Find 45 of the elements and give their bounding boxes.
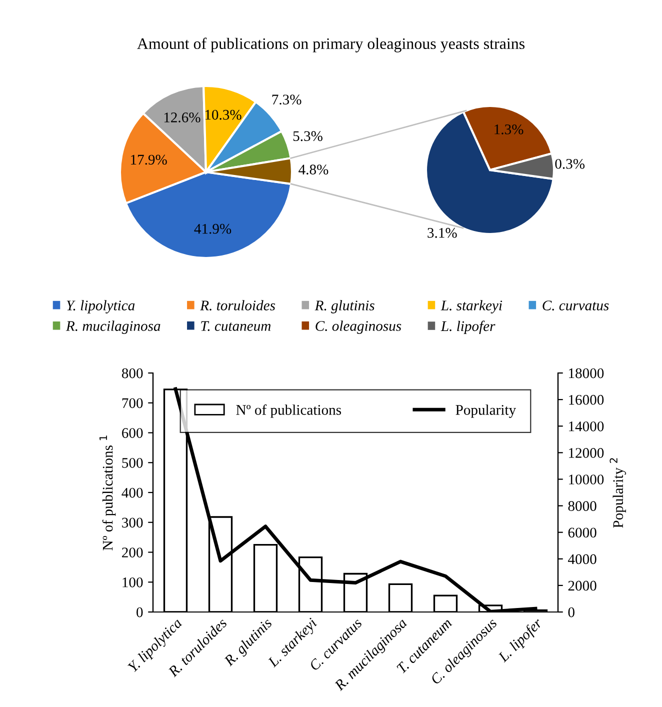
y2-tick-label: 10000 xyxy=(569,474,604,484)
y-tick-label: 400 xyxy=(122,488,143,498)
bar xyxy=(388,583,413,612)
legend-label: L. starkeyi xyxy=(440,300,502,314)
y2-tick-label: 8000 xyxy=(568,501,596,511)
y2-tick-label: 6000 xyxy=(568,528,596,538)
legend-label: Popularity xyxy=(456,404,516,418)
legend-label: C. curvatus xyxy=(542,300,609,310)
y-tick-label: 700 xyxy=(122,398,143,408)
legend-label: Y. lipolytica xyxy=(66,300,135,314)
y-axis-title: Nº of publications $^{1}$ xyxy=(100,436,116,550)
bar xyxy=(433,594,458,612)
y2-axis-title: Popularity $^{2}$ xyxy=(610,458,626,528)
legend-label: R. glutinis xyxy=(314,300,374,314)
data-label: 1.3% xyxy=(494,124,524,134)
data-label: 17.9% xyxy=(131,154,167,165)
y-tick-label: 0 xyxy=(136,607,143,618)
legend-label: L. lipofer xyxy=(440,320,496,334)
legend-label: R. mucilaginosa xyxy=(66,320,160,334)
y2-tick-label: 14000 xyxy=(569,421,604,432)
y-tick-label: 100 xyxy=(122,577,143,588)
y-tick-label: 500 xyxy=(122,458,143,468)
data-label: 12.6% xyxy=(164,112,200,122)
chart-title: Amount of publications on primary oleaginous yeasts strains xyxy=(137,38,524,52)
legend-label: T. cutaneum xyxy=(201,321,271,331)
data-label: 7.3% xyxy=(272,94,302,105)
data-label: 10.3% xyxy=(205,110,242,120)
y2-tick-label: 2000 xyxy=(568,580,596,591)
y2-tick-label: 12000 xyxy=(569,448,604,458)
y2-tick-label: 16000 xyxy=(569,394,604,405)
legend-label: Nº of publications xyxy=(236,404,342,418)
data-label: 4.8% xyxy=(298,164,328,175)
data-label: 41.9% xyxy=(194,224,232,234)
y2-tick-label: 4000 xyxy=(568,554,596,564)
data-label: 5.3% xyxy=(293,131,322,142)
legend-label: R. toruloides xyxy=(200,300,276,310)
y-tick-label: 200 xyxy=(122,548,143,558)
y2-tick-label: 0 xyxy=(568,607,574,618)
y-tick-label: 600 xyxy=(122,428,143,438)
data-label: 0.3% xyxy=(555,158,585,169)
y-tick-label: 300 xyxy=(122,518,143,528)
data-label: 3.1% xyxy=(428,228,457,238)
legend-label: C. oleaginosus xyxy=(316,320,402,334)
y2-tick-label: 18000 xyxy=(569,368,604,378)
y-tick-label: 800 xyxy=(122,368,143,378)
